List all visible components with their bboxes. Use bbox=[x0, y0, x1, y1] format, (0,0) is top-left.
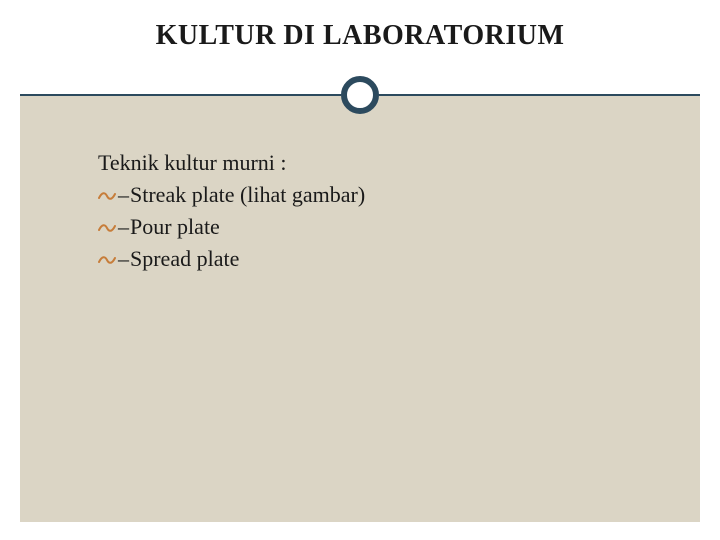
bullet-text: Spread plate bbox=[130, 246, 239, 272]
bullet-item: –Streak plate (lihat gambar) bbox=[98, 182, 660, 208]
bullet-text: Streak plate (lihat gambar) bbox=[130, 182, 365, 208]
circle-decoration-icon bbox=[341, 76, 379, 114]
content-block: Teknik kultur murni : –Streak plate (lih… bbox=[98, 150, 660, 278]
slide-container: KULTUR DI LABORATORIUM Teknik kultur mur… bbox=[0, 0, 720, 540]
bullet-icon bbox=[98, 185, 116, 208]
bullet-text: Pour plate bbox=[130, 214, 220, 240]
body-area: Teknik kultur murni : –Streak plate (lih… bbox=[0, 95, 720, 540]
body-inner: Teknik kultur murni : –Streak plate (lih… bbox=[20, 95, 700, 522]
slide-title: KULTUR DI LABORATORIUM bbox=[0, 20, 720, 52]
bullet-item: –Pour plate bbox=[98, 214, 660, 240]
dash-icon: – bbox=[118, 246, 129, 272]
intro-text: Teknik kultur murni : bbox=[98, 150, 660, 176]
dash-icon: – bbox=[118, 182, 129, 208]
bullet-icon bbox=[98, 249, 116, 272]
bullet-item: –Spread plate bbox=[98, 246, 660, 272]
dash-icon: – bbox=[118, 214, 129, 240]
bullet-icon bbox=[98, 217, 116, 240]
